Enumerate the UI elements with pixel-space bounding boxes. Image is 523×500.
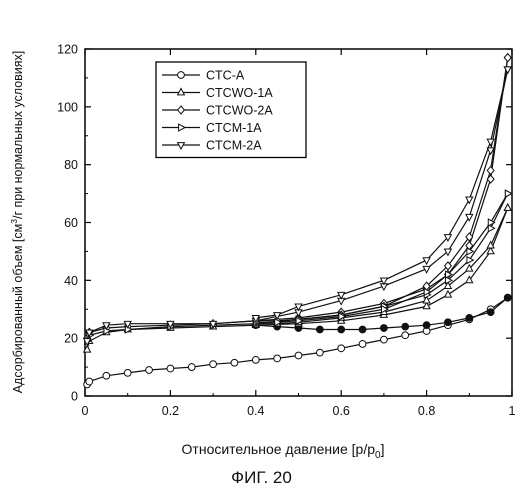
desorption-point	[505, 190, 511, 197]
desorption-point	[338, 326, 345, 333]
desorption-point	[487, 139, 494, 145]
adsorption-point	[231, 359, 238, 366]
adsorption-point	[103, 372, 110, 379]
desorption-point	[402, 323, 409, 330]
legend: CTC-A CTCWO-1A CTCWO-2A CTCM-1A CTCM-2A	[156, 62, 306, 158]
y-tick-label: 60	[64, 216, 78, 230]
legend-label: CTCM-1A	[206, 121, 262, 135]
y-tick-label: 20	[64, 332, 78, 346]
legend-label: CTCM-2A	[206, 139, 262, 153]
adsorption-point	[146, 367, 153, 374]
adsorption-point	[359, 341, 366, 348]
desorption-point	[359, 326, 366, 333]
desorption-point	[504, 54, 511, 62]
y-axis-label: Адсорбированный объем [см3/г при нормаль…	[9, 51, 25, 394]
x-tick-label: 0	[82, 404, 89, 418]
x-tick-label: 1	[509, 404, 516, 418]
adsorption-point	[467, 257, 473, 264]
y-tick-label: 40	[64, 274, 78, 288]
desorption-point	[487, 166, 494, 174]
x-tick-label: 0.8	[418, 404, 435, 418]
legend-label: CTC-A	[206, 69, 245, 83]
adsorption-point	[316, 349, 323, 356]
adsorption-point	[124, 369, 131, 376]
y-tick-label: 120	[57, 43, 78, 57]
adsorption-point	[445, 249, 452, 255]
figure-label: ФИГ. 20	[0, 468, 523, 488]
adsorption-point	[210, 361, 217, 368]
x-tick-label: 0.2	[162, 404, 179, 418]
x-axis-label: Относительное давление [p/p0]	[182, 441, 385, 461]
y-tick-label: 80	[64, 158, 78, 172]
desorption-point	[316, 326, 323, 333]
adsorption-point	[338, 345, 345, 352]
adsorption-point	[252, 356, 259, 363]
adsorption-point	[274, 355, 281, 362]
adsorption-point	[86, 378, 93, 385]
adsorption-point	[402, 332, 409, 339]
desorption-point	[504, 204, 511, 210]
adsorption-point	[295, 352, 302, 359]
legend-marker	[178, 72, 185, 79]
y-tick-label: 0	[71, 390, 78, 404]
desorption-point	[504, 294, 511, 301]
adsorption-point	[445, 291, 452, 297]
legend-label: CTCWO-2A	[206, 104, 273, 118]
adsorption-point	[188, 364, 195, 371]
desorption-point	[487, 309, 494, 316]
x-tick-label: 0.6	[333, 404, 350, 418]
desorption-point	[466, 315, 473, 322]
y-tick-label: 100	[57, 100, 78, 114]
adsorption-point	[381, 336, 388, 343]
desorption-point	[423, 322, 430, 329]
desorption-point	[381, 325, 388, 332]
x-tick-label: 0.4	[247, 404, 264, 418]
legend-label: CTCWO-1A	[206, 86, 273, 100]
adsorption-point	[167, 365, 174, 372]
desorption-point	[445, 319, 452, 326]
